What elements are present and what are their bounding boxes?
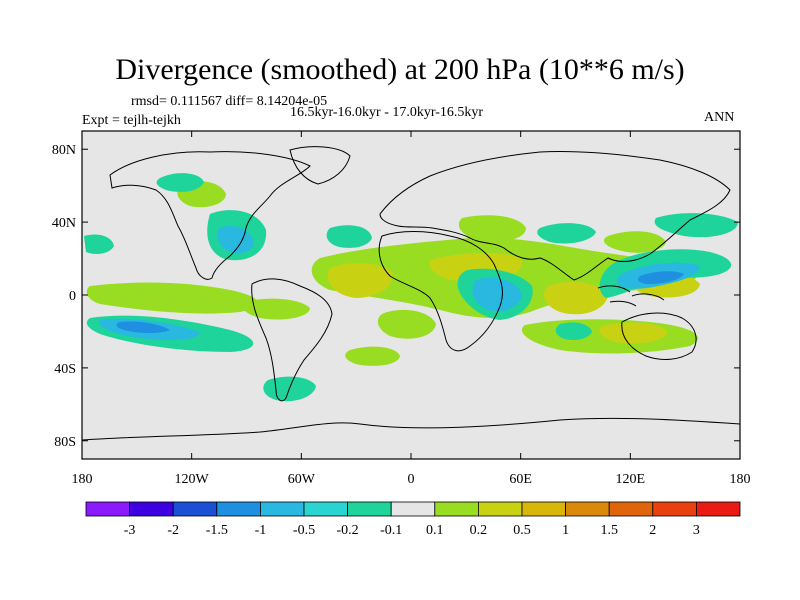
lon-label: 60E	[509, 472, 532, 487]
time-period-label: 16.5kyr-16.0kyr - 17.0kyr-16.5kyr	[290, 105, 484, 120]
colorbar-swatch	[477, 501, 523, 517]
colorbar-label: 3	[693, 523, 700, 538]
positive-anomaly-patch	[242, 298, 310, 320]
colorbar-swatch	[347, 501, 392, 517]
colorbar-swatch	[259, 501, 305, 517]
colorbar-swatch	[608, 501, 654, 517]
lon-label: 180	[72, 472, 93, 487]
colorbar-swatch	[565, 501, 610, 517]
negative-anomaly-patch	[326, 225, 372, 248]
colorbar-label: 1.5	[600, 523, 618, 538]
colorbar-swatch	[390, 501, 436, 517]
lon-label: 0	[408, 472, 415, 487]
colorbar-swatch	[521, 501, 566, 517]
lat-label: 40N	[52, 216, 76, 231]
negative-anomaly-strong	[116, 321, 170, 333]
coastline-australia	[621, 312, 697, 360]
map-frame	[81, 130, 741, 460]
latitude-labels: 80N 40N 0 40S 80S	[52, 143, 76, 450]
positive-anomaly-core	[544, 281, 608, 315]
colorbar-swatch	[129, 501, 174, 517]
positive-anomaly-patch	[458, 215, 526, 242]
negative-anomaly-patch	[84, 234, 114, 254]
positive-anomaly-patch	[603, 231, 666, 253]
lon-label: 120W	[175, 472, 210, 487]
lat-label: 80S	[54, 435, 76, 450]
positive-anomaly-core	[599, 322, 668, 344]
plot-title: Divergence (smoothed) at 200 hPa (10**6 …	[115, 53, 685, 86]
coastline-north-america	[109, 151, 311, 280]
colorbar-label: 0.1	[426, 523, 444, 538]
colorbar-label: 2	[649, 523, 656, 538]
rmsd-diff-stats: rmsd= 0.111567 diff= 8.14204e-05	[131, 94, 328, 109]
lon-label: 180	[730, 472, 751, 487]
negative-anomaly-patch	[156, 173, 204, 192]
colorbar-swatch	[85, 501, 130, 517]
season-label: ANN	[704, 110, 735, 125]
colorbar-label: -0.5	[293, 523, 315, 538]
negative-anomaly-core	[472, 277, 522, 312]
colorbar-label: 0.5	[513, 523, 531, 538]
colorbar-swatch	[696, 501, 741, 517]
colorbar-label: -0.2	[337, 523, 359, 538]
colorbar-swatch	[172, 501, 218, 517]
colorbar-label: 0.2	[470, 523, 488, 538]
negative-anomaly-patch	[537, 223, 596, 244]
lat-label: 0	[69, 289, 76, 304]
coastline-europe-asia	[379, 150, 731, 281]
positive-anomaly-patch	[86, 282, 259, 314]
colorbar-label: -1	[255, 523, 267, 538]
colorbar-label: 1	[562, 523, 569, 538]
lon-label: 60W	[288, 472, 316, 487]
colorbar-label: -3	[124, 523, 136, 538]
coastline-greenland	[289, 146, 351, 185]
colorbar-swatch	[652, 501, 697, 517]
lon-label: 120E	[616, 472, 646, 487]
colorbar-labels: -3 -2 -1.5 -1 -0.5 -0.2 -0.1 0.1 0.2 0.5 1 1.5 2 3	[124, 523, 700, 538]
longitude-labels: 180 120W 60W 0 60E 120E 180	[72, 472, 751, 487]
coastline-africa	[378, 231, 503, 352]
coastlines	[82, 146, 740, 441]
lat-label: 40S	[54, 362, 76, 377]
colorbar-swatch	[434, 501, 479, 517]
colorbar-label: -2	[167, 523, 179, 538]
negative-anomaly-patch	[555, 322, 592, 340]
coastline-indonesia	[597, 285, 665, 307]
positive-anomaly-core	[327, 263, 393, 298]
negative-anomaly-patch	[654, 213, 738, 238]
negative-anomaly-strong	[638, 271, 684, 284]
colorbar-label: -0.1	[380, 523, 402, 538]
lat-label: 80N	[52, 143, 76, 158]
coastline-antarctica	[82, 417, 740, 441]
coastline-south-america	[251, 278, 333, 402]
colorbar-swatch	[303, 501, 348, 517]
colorbar-swatch	[216, 501, 261, 517]
positive-anomaly-patch	[345, 346, 400, 366]
colorbar-label: -1.5	[206, 523, 228, 538]
colorbar	[85, 501, 741, 517]
experiment-label: Expt = tejlh-tejkh	[82, 113, 181, 128]
positive-anomaly-patch	[377, 309, 436, 339]
